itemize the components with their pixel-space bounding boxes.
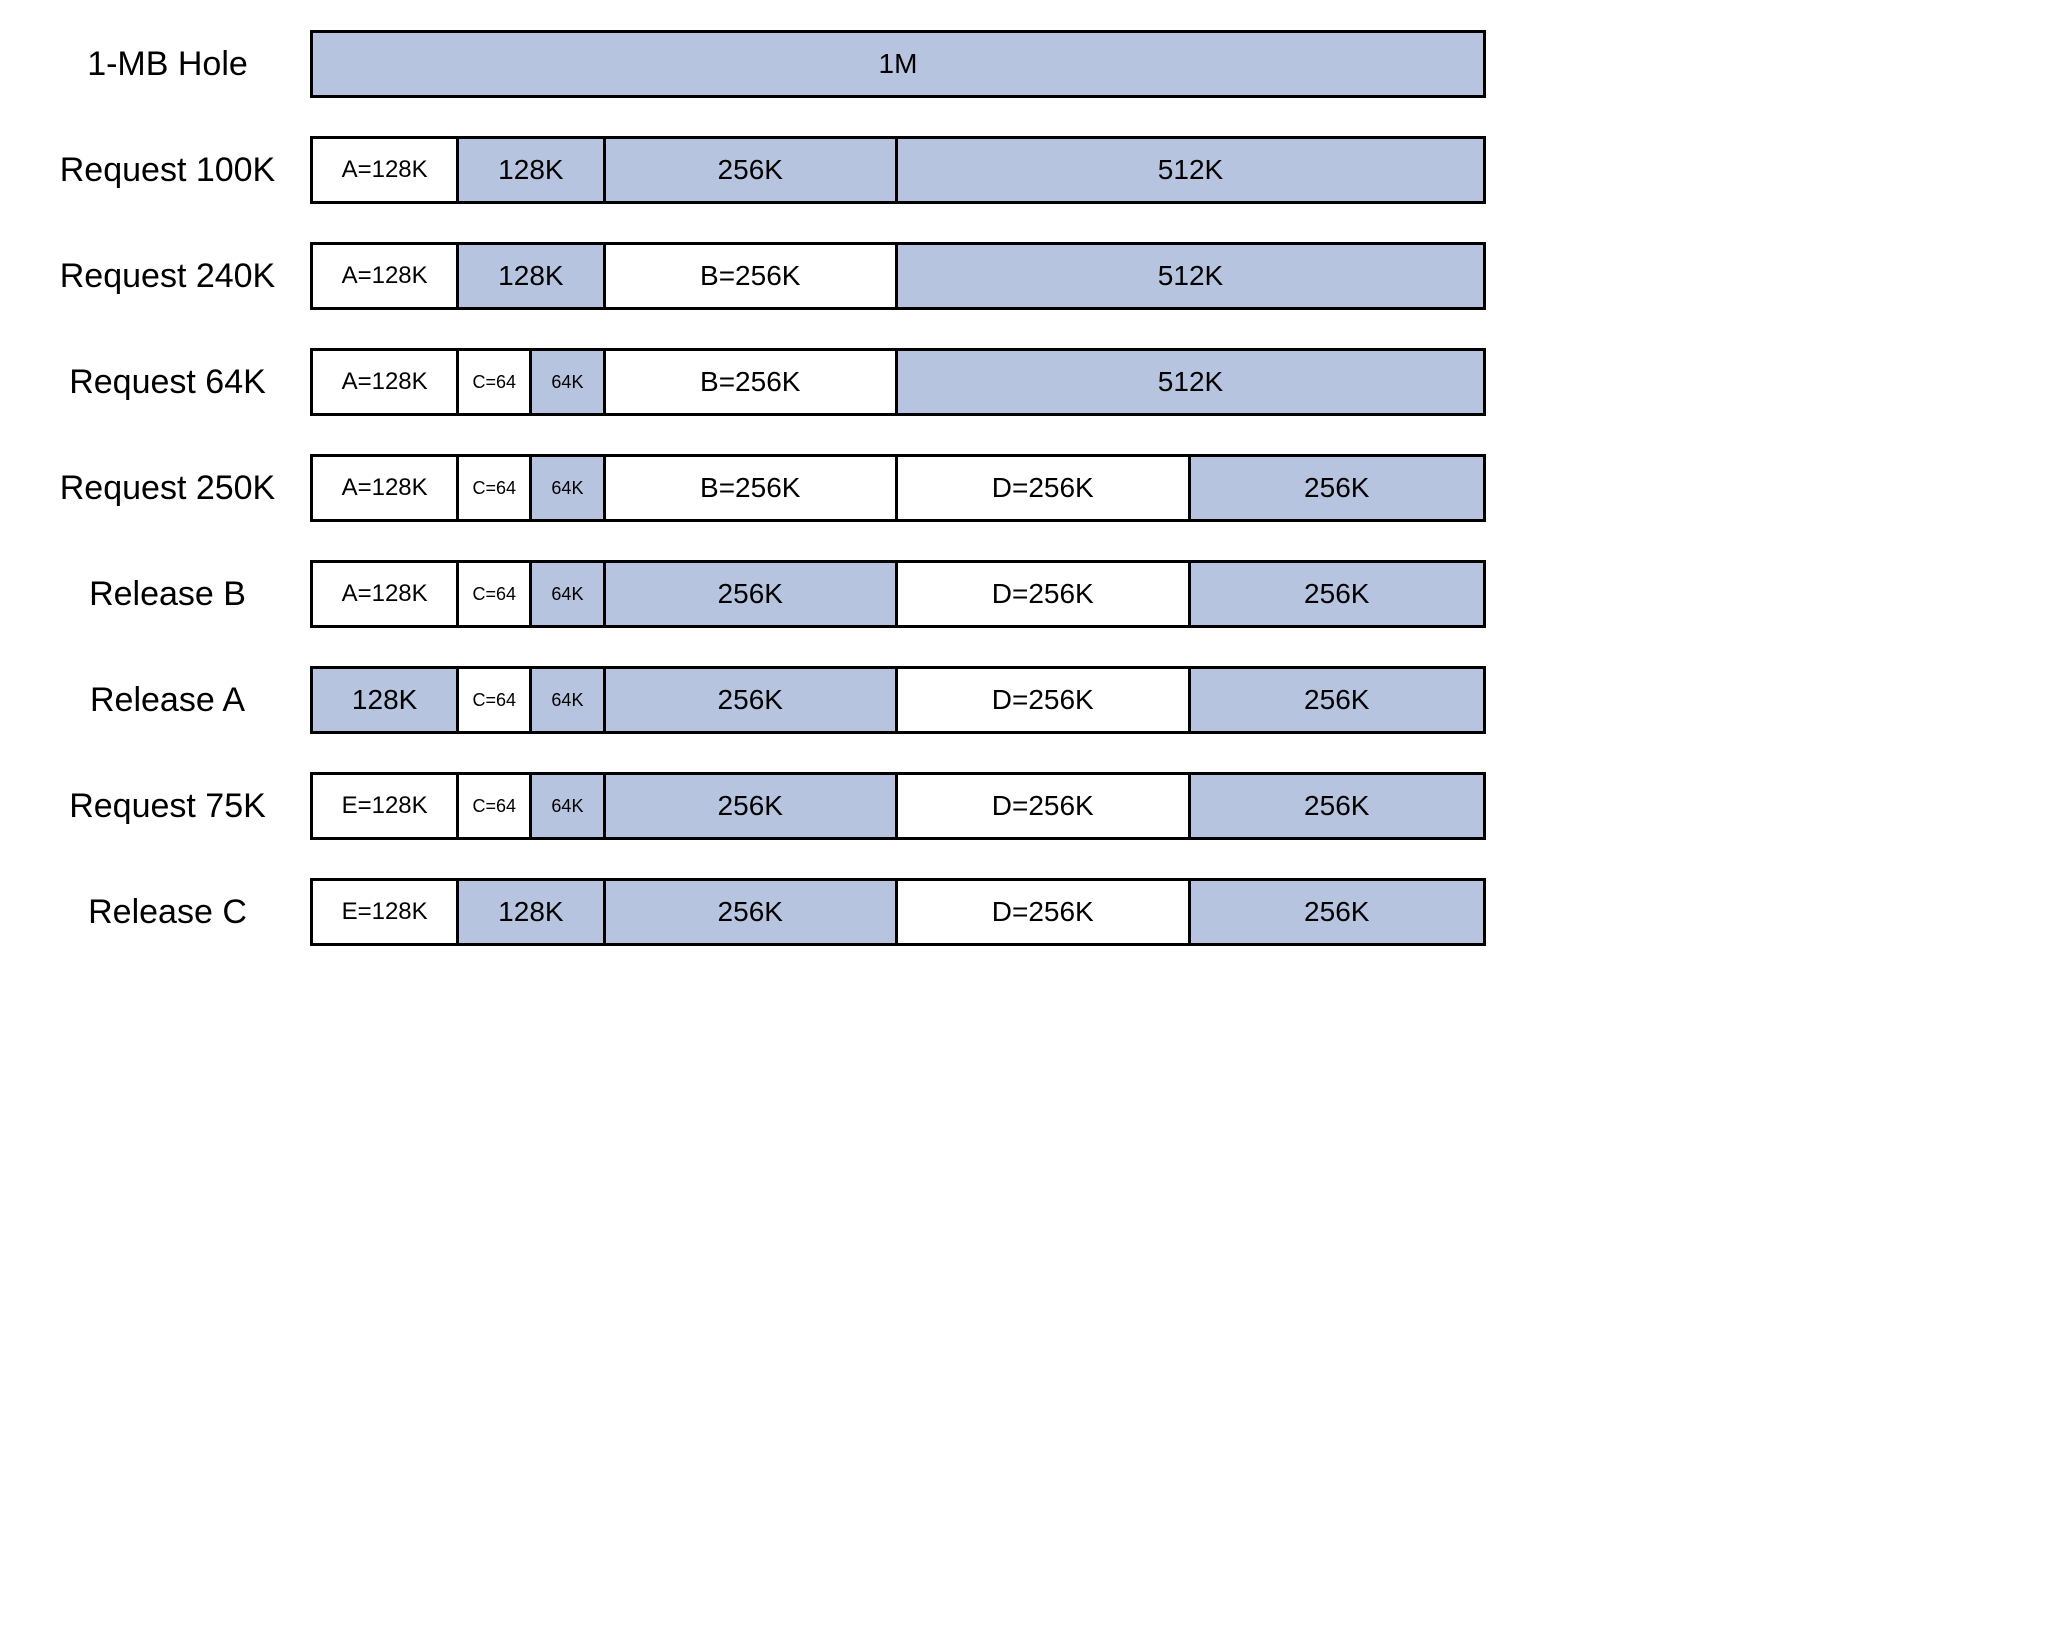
memory-block: E=128K xyxy=(313,775,459,837)
buddy-system-diagram: 1-MB Hole1MRequest 100KA=128K128K256K512… xyxy=(40,30,2015,946)
memory-row: Request 240KA=128K128KB=256K512K xyxy=(40,242,2015,310)
memory-bar: A=128KC=6464KB=256KD=256K256K xyxy=(310,454,1486,522)
memory-block: D=256K xyxy=(898,881,1191,943)
memory-block: E=128K xyxy=(313,881,459,943)
row-label: Request 100K xyxy=(40,151,310,190)
memory-block: 256K xyxy=(606,563,899,625)
memory-block: D=256K xyxy=(898,669,1191,731)
memory-block: 64K xyxy=(532,351,605,413)
row-label: Release B xyxy=(40,575,310,614)
memory-bar: A=128KC=6464KB=256K512K xyxy=(310,348,1486,416)
memory-block: A=128K xyxy=(313,563,459,625)
memory-block: D=256K xyxy=(898,457,1191,519)
memory-block: 1M xyxy=(313,33,1483,95)
memory-row: Request 64KA=128KC=6464KB=256K512K xyxy=(40,348,2015,416)
memory-block: C=64 xyxy=(459,563,532,625)
memory-block: 64K xyxy=(532,563,605,625)
memory-block: A=128K xyxy=(313,139,459,201)
memory-block: C=64 xyxy=(459,669,532,731)
memory-bar: A=128K128K256K512K xyxy=(310,136,1486,204)
memory-block: 128K xyxy=(459,245,605,307)
memory-bar: 128KC=6464K256KD=256K256K xyxy=(310,666,1486,734)
memory-block: D=256K xyxy=(898,563,1191,625)
memory-row: Request 250KA=128KC=6464KB=256KD=256K256… xyxy=(40,454,2015,522)
memory-block: 256K xyxy=(606,139,899,201)
memory-bar: A=128KC=6464K256KD=256K256K xyxy=(310,560,1486,628)
memory-block: 64K xyxy=(532,775,605,837)
memory-block: 256K xyxy=(606,775,899,837)
memory-bar: 1M xyxy=(310,30,1486,98)
memory-block: 256K xyxy=(1191,881,1484,943)
memory-block: 256K xyxy=(606,881,899,943)
memory-bar: A=128K128KB=256K512K xyxy=(310,242,1486,310)
memory-block: 512K xyxy=(898,139,1483,201)
memory-block: 256K xyxy=(1191,669,1484,731)
memory-block: 128K xyxy=(459,139,605,201)
memory-block: A=128K xyxy=(313,351,459,413)
memory-block: A=128K xyxy=(313,457,459,519)
row-label: Request 240K xyxy=(40,257,310,296)
memory-block: 512K xyxy=(898,245,1483,307)
memory-block: C=64 xyxy=(459,775,532,837)
row-label: Release C xyxy=(40,893,310,932)
memory-block: 128K xyxy=(313,669,459,731)
row-label: Request 75K xyxy=(40,787,310,826)
memory-block: 256K xyxy=(606,669,899,731)
memory-block: 128K xyxy=(459,881,605,943)
row-label: Request 250K xyxy=(40,469,310,508)
memory-row: Release BA=128KC=6464K256KD=256K256K xyxy=(40,560,2015,628)
memory-row: Request 100KA=128K128K256K512K xyxy=(40,136,2015,204)
memory-row: Release CE=128K128K256KD=256K256K xyxy=(40,878,2015,946)
row-label: Request 64K xyxy=(40,363,310,402)
memory-block: 256K xyxy=(1191,775,1484,837)
memory-block: 64K xyxy=(532,457,605,519)
memory-bar: E=128KC=6464K256KD=256K256K xyxy=(310,772,1486,840)
memory-bar: E=128K128K256KD=256K256K xyxy=(310,878,1486,946)
memory-block: B=256K xyxy=(606,457,899,519)
memory-block: B=256K xyxy=(606,245,899,307)
memory-block: 512K xyxy=(898,351,1483,413)
memory-block: 64K xyxy=(532,669,605,731)
row-label: 1-MB Hole xyxy=(40,45,310,84)
memory-block: C=64 xyxy=(459,351,532,413)
row-label: Release A xyxy=(40,681,310,720)
memory-row: Request 75KE=128KC=6464K256KD=256K256K xyxy=(40,772,2015,840)
memory-block: D=256K xyxy=(898,775,1191,837)
memory-block: 256K xyxy=(1191,457,1484,519)
memory-block: B=256K xyxy=(606,351,899,413)
memory-row: Release A128KC=6464K256KD=256K256K xyxy=(40,666,2015,734)
memory-row: 1-MB Hole1M xyxy=(40,30,2015,98)
memory-block: C=64 xyxy=(459,457,532,519)
memory-block: 256K xyxy=(1191,563,1484,625)
memory-block: A=128K xyxy=(313,245,459,307)
